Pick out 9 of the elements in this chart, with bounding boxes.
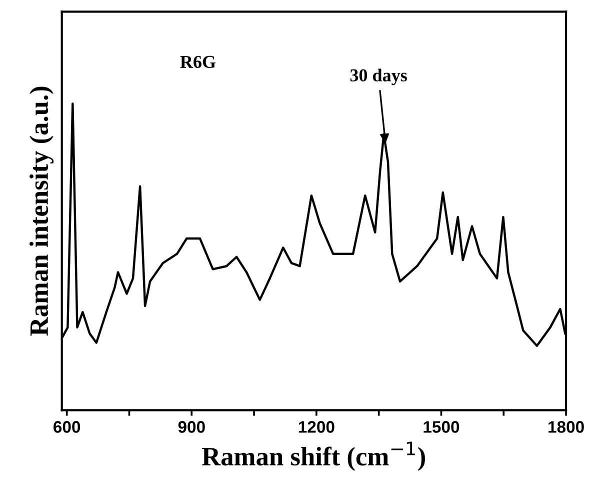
x-tick-label: 1800 xyxy=(548,421,584,433)
x-tick-label: 1500 xyxy=(424,421,460,433)
x-axis-title: Raman shift (cm$^{−1}$) xyxy=(202,442,425,471)
text: R6G xyxy=(180,56,216,68)
x-tick-label: 600 xyxy=(54,421,80,433)
annotation: 30 days xyxy=(350,68,407,86)
x-tick-label: 900 xyxy=(178,421,205,433)
x-tick-label: 1200 xyxy=(298,421,334,433)
y-axis-title: Raman intensity (a.u.) xyxy=(30,86,54,336)
